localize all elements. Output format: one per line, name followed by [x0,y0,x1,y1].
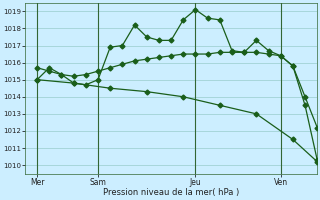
X-axis label: Pression niveau de la mer( hPa ): Pression niveau de la mer( hPa ) [103,188,239,197]
